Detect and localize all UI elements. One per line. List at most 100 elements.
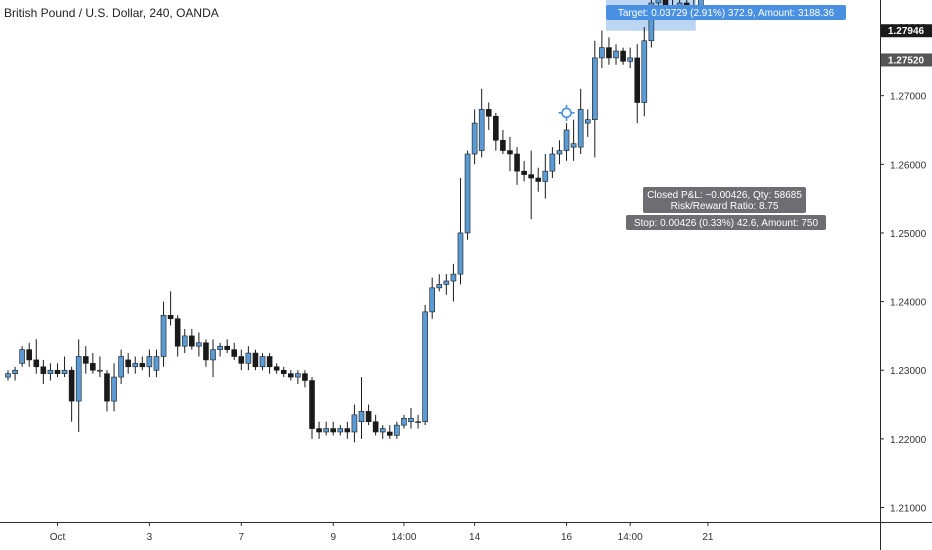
candle: [330, 421, 337, 436]
time-tick-label: Oct: [50, 532, 66, 543]
candle: [592, 40, 598, 158]
candle: [563, 123, 570, 161]
candle-body-down: [26, 349, 33, 361]
candle: [132, 356, 139, 374]
candle: [464, 150, 471, 240]
candle-body-up: [111, 376, 117, 402]
candle: [613, 44, 619, 65]
candle-body-down: [90, 363, 96, 371]
candle-body-up: [118, 356, 124, 378]
candle-body-down: [139, 363, 146, 368]
candle-body-up: [259, 356, 266, 368]
candle-body-down: [507, 150, 513, 155]
price-tick-label: 1.25000: [890, 229, 927, 240]
candle-body-up: [599, 47, 605, 59]
candle: [111, 363, 117, 412]
candle: [450, 263, 457, 302]
candle: [146, 349, 153, 378]
candle-body-up: [584, 119, 591, 124]
candle: [54, 363, 61, 378]
candle: [19, 346, 25, 367]
candle: [599, 30, 605, 69]
target-tooltip-box: [606, 5, 846, 20]
candle-body-down: [266, 356, 273, 368]
candle-body-down: [485, 109, 492, 117]
candle-body-up: [379, 428, 386, 433]
candle: [542, 154, 549, 199]
closed-pl-tooltip: Closed P&L: −0.00426, Qty: 58685Risk/Rew…: [643, 187, 806, 213]
candle: [493, 112, 499, 151]
candle-body-up: [394, 424, 400, 436]
candle-body-up: [577, 109, 584, 148]
position-handle-icon[interactable]: [558, 104, 575, 121]
candle-body-down: [514, 153, 520, 172]
candle-body-up: [429, 287, 436, 313]
candle: [68, 366, 75, 422]
candle-body-up: [471, 122, 478, 155]
candle: [358, 377, 365, 439]
candle-body-down: [620, 50, 626, 62]
candle-body-up: [592, 57, 598, 120]
candle: [118, 349, 124, 384]
candle-body-down: [330, 428, 337, 433]
candle: [26, 342, 33, 367]
candle: [457, 178, 464, 285]
candle: [75, 339, 82, 432]
candle-body-down: [224, 345, 230, 350]
candle-body-down: [68, 369, 75, 402]
candle: [302, 370, 308, 388]
candle: [485, 102, 492, 130]
candle: [266, 353, 273, 374]
candle-body-up: [450, 273, 457, 282]
candle: [429, 277, 436, 319]
candle: [549, 147, 556, 179]
time-axis[interactable]: Oct 3 7 9 14:00 14 16 14:00 21: [50, 522, 714, 543]
candle: [181, 329, 188, 354]
candle-body-down: [344, 428, 351, 433]
candle: [379, 425, 386, 439]
candle-body-down: [493, 115, 499, 141]
candle: [394, 421, 400, 439]
candle: [196, 332, 202, 357]
candle-body-up: [443, 280, 450, 285]
candle-body-down: [252, 352, 259, 368]
candle: [372, 414, 379, 436]
candle: [287, 370, 294, 381]
stop-tooltip-box: [626, 215, 826, 230]
candle: [528, 150, 534, 220]
candle-body-up: [457, 232, 464, 275]
candle: [584, 109, 591, 137]
candle: [61, 356, 68, 378]
candle: [365, 404, 372, 426]
candle-body-up: [5, 373, 11, 378]
candle: [174, 315, 181, 357]
candle: [40, 359, 47, 384]
candle: [577, 88, 584, 155]
candle-body-down: [535, 177, 542, 182]
candle: [160, 301, 167, 367]
candle: [386, 425, 393, 439]
candle-body-up: [295, 373, 301, 378]
candle-body-up: [19, 349, 25, 364]
closed-pl-tooltip-text: Risk/Reward Ratio: 8.75: [671, 201, 779, 212]
candle-body-down: [287, 373, 294, 378]
candle: [570, 119, 577, 161]
candle-body-down: [500, 139, 506, 151]
candle: [167, 291, 174, 326]
candle-body-down: [54, 369, 61, 374]
candle: [82, 346, 89, 374]
candle: [627, 47, 633, 69]
candle-body-up: [153, 356, 160, 371]
candle: [606, 37, 612, 65]
candle-body-up: [351, 414, 358, 433]
candle: [125, 353, 131, 374]
candle-body-up: [323, 428, 329, 433]
candle-body-down: [189, 335, 195, 347]
stop-price-label-text: 1.27520: [888, 55, 925, 66]
candle: [33, 339, 40, 374]
candle: [90, 353, 96, 374]
candle: [443, 274, 450, 295]
